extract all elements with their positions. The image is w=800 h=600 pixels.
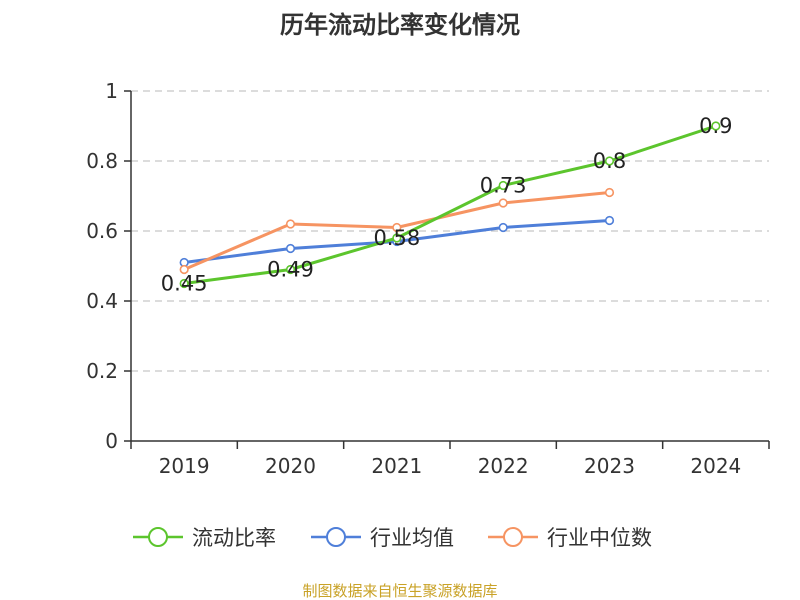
data-point [498,180,508,191]
y-tick-label: 0.4 [86,289,118,313]
x-tick-label: 2023 [584,454,635,478]
x-tick-label: 2024 [690,454,741,478]
data-label: 0.58 [373,226,420,250]
data-point [604,187,615,198]
legend-marker [148,527,168,547]
series-layer [179,121,721,289]
data-point [285,243,296,254]
data-point [711,121,721,131]
data-point [604,215,615,226]
data-point [179,264,189,275]
source-note: 制图数据来自恒生聚源数据库 [302,582,497,600]
data-point [498,222,508,233]
x-tick-label: 2022 [478,454,529,478]
chart-title: 历年流动比率变化情况 [280,11,520,39]
data-point [604,156,615,166]
legend-marker [503,527,523,547]
legend-label: 流动比率 [192,526,276,550]
data-label: 0.45 [161,272,208,296]
legend-label: 行业中位数 [547,526,652,550]
y-tick-label: 0.2 [86,359,118,383]
series-line-0 [183,124,717,285]
legend-marker [326,527,346,547]
y-tick-label: 0.8 [86,149,118,173]
data-point [285,219,296,229]
x-tick-label: 2020 [265,454,316,478]
x-tick-label: 2021 [371,454,422,478]
legend: 流动比率 行业均值 行业中位数 [133,526,652,550]
x-axis-ticks: 2019 2020 2021 2022 2023 2024 [159,454,742,478]
data-point [392,233,402,243]
legend-label: 行业均值 [370,526,454,550]
data-labels: 0.45 0.49 0.58 0.73 0.8 0.9 [161,114,733,296]
axes [124,90,770,449]
data-label: 0.49 [267,258,314,282]
data-point [179,278,189,289]
y-tick-label: 0 [105,429,118,453]
y-tick-label: 1 [105,79,118,103]
y-axis-ticks: 0 0.2 0.4 0.6 0.8 1 [86,79,118,453]
data-point [498,198,508,208]
data-point [392,222,402,233]
data-label: 0.73 [480,174,527,198]
grid-lines [131,90,769,372]
data-point [285,264,296,275]
data-label: 0.9 [699,114,732,138]
y-tick-label: 0.6 [86,219,118,243]
x-tick-label: 2019 [159,454,210,478]
data-label: 0.8 [593,149,626,173]
